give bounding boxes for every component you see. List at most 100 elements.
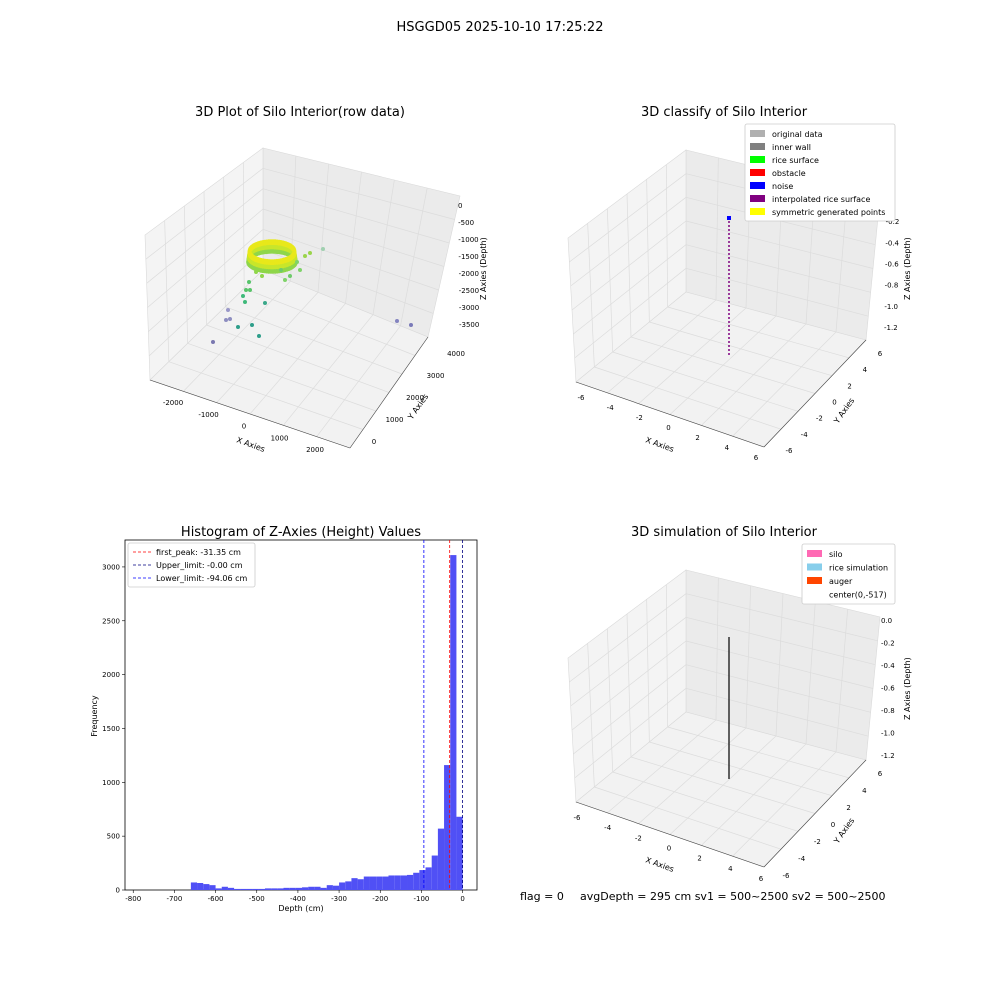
raw-y-tick-label: 4000 bbox=[447, 350, 465, 358]
classify-x-tick-label: -2 bbox=[636, 414, 643, 422]
histogram-bar bbox=[203, 884, 210, 890]
histogram-bar bbox=[369, 876, 377, 890]
histogram-bar bbox=[357, 879, 364, 890]
classify-legend-label: inner wall bbox=[772, 143, 811, 152]
raw-x-tick-label: 1000 bbox=[271, 434, 289, 442]
simulation-legend-label: center(0,-517) bbox=[829, 591, 887, 600]
histogram-bar bbox=[240, 888, 247, 890]
histogram-bar bbox=[400, 875, 408, 890]
raw-z-tick-label: -3500 bbox=[459, 321, 479, 329]
histogram-xticks: -800 -700 -600 -500 -400 -300 -200 -100 0 bbox=[125, 890, 465, 903]
raw-point bbox=[295, 260, 299, 264]
simulation-x-tick-label: -2 bbox=[635, 834, 642, 842]
simulation-3d-box bbox=[567, 569, 881, 868]
raw-point bbox=[308, 251, 312, 255]
raw-z-tick-label: -500 bbox=[458, 219, 474, 227]
grid-line bbox=[262, 167, 455, 220]
classify-legend-label: original data bbox=[772, 130, 823, 139]
histogram-panel: Histogram of Z-Axies (Height) Values -80… bbox=[90, 525, 478, 913]
classify-3d-panel: 3D classify of Silo Interior -6-4-20246 … bbox=[567, 105, 912, 462]
classify-3d-legend: original data inner wall rice surface obsta… bbox=[744, 123, 896, 222]
grid-line bbox=[594, 366, 782, 430]
histogram-bar bbox=[264, 888, 272, 890]
raw-y-tick-label: 0 bbox=[372, 438, 376, 446]
histogram-bar bbox=[425, 867, 432, 890]
classify-legend-swatch bbox=[750, 182, 765, 189]
classify-legend-swatch bbox=[750, 156, 765, 163]
raw-3d-xlabel: X Axies bbox=[235, 435, 266, 454]
y-axis-edge bbox=[349, 336, 429, 449]
classify-z-tick-label: -0.6 bbox=[885, 261, 899, 269]
classify-3d-xlabel: X Axies bbox=[644, 435, 675, 454]
histogram-xtick-label: -400 bbox=[290, 895, 306, 903]
classify-y-tick-label: -2 bbox=[816, 415, 823, 423]
histogram-xtick-label: -700 bbox=[166, 895, 182, 903]
classify-legend-label: rice surface bbox=[772, 156, 819, 165]
classify-legend-swatch bbox=[750, 195, 765, 202]
raw-point bbox=[224, 318, 228, 322]
histogram-legend-label: Lower_limit: -94.06 cm bbox=[156, 574, 248, 583]
classify-y-tick-label: 2 bbox=[847, 382, 851, 390]
raw-3d-yticks: 0 1000 2000 3000 4000 bbox=[372, 350, 465, 446]
histogram-bar bbox=[320, 887, 327, 890]
simulation-3d-xlabel: X Axies bbox=[644, 855, 675, 874]
footer-flag: flag = 0 bbox=[520, 890, 564, 903]
y-axis-edge bbox=[763, 759, 867, 868]
simulation-z-tick-label: -0.6 bbox=[881, 685, 895, 693]
histogram-bar bbox=[197, 883, 204, 890]
raw-point bbox=[303, 254, 307, 258]
raw-point bbox=[244, 288, 248, 292]
histogram-bar bbox=[190, 882, 198, 890]
histogram-xtick-label: -600 bbox=[208, 895, 224, 903]
raw-point bbox=[211, 340, 215, 344]
raw-point bbox=[292, 248, 297, 252]
raw-z-tick-label: -1000 bbox=[458, 236, 478, 244]
simulation-x-tick-label: -6 bbox=[574, 814, 582, 822]
simulation-3d-legend: silo rice simulation auger center(0,-517) bbox=[801, 543, 896, 605]
raw-point bbox=[247, 280, 251, 284]
histogram-ytick-label: 2000 bbox=[102, 671, 120, 679]
y-axis-edge bbox=[763, 339, 867, 448]
classify-y-tick-label: -6 bbox=[786, 447, 794, 455]
histogram-legend-label: first_peak: -31.35 cm bbox=[156, 548, 241, 557]
raw-point bbox=[248, 288, 252, 292]
classify-legend-swatch bbox=[750, 130, 765, 137]
histogram-bar bbox=[252, 888, 259, 890]
classify-legend-swatch bbox=[750, 208, 765, 215]
classify-x-tick-label: 2 bbox=[695, 434, 699, 442]
raw-point bbox=[250, 323, 254, 327]
raw-point bbox=[283, 278, 287, 282]
simulation-legend-label: rice simulation bbox=[829, 564, 888, 573]
raw-point bbox=[236, 325, 240, 329]
histogram-bar bbox=[437, 828, 445, 890]
classify-z-tick-label: -1.2 bbox=[884, 324, 898, 332]
raw-3d-panel: 3D Plot of Silo Interior(row data) -2000… bbox=[144, 105, 488, 454]
histogram-ytick-label: 500 bbox=[107, 833, 120, 841]
histogram-bar bbox=[295, 887, 303, 890]
classify-legend-label: obstacle bbox=[772, 169, 806, 178]
histogram-ytick-label: 1000 bbox=[102, 779, 120, 787]
simulation-3d-yticks: -6 -4 -2 0 2 4 6 bbox=[783, 770, 883, 880]
raw-y-tick-label: 1000 bbox=[386, 416, 404, 424]
histogram-bar bbox=[215, 888, 222, 890]
histogram-xtick-label: -300 bbox=[331, 895, 347, 903]
classify-x-tick-label: -6 bbox=[578, 394, 586, 402]
classify-x-tick-label: 4 bbox=[725, 444, 730, 452]
raw-z-tick-label: 0 bbox=[458, 202, 462, 210]
raw-3d-box bbox=[144, 147, 461, 449]
simulation-legend-label: auger bbox=[829, 577, 853, 586]
histogram-legend: first_peak: -31.35 cm Upper_limit: -0.00 … bbox=[127, 542, 256, 588]
classify-legend-label: symmetric generated points bbox=[772, 208, 885, 217]
raw-x-tick-label: 0 bbox=[242, 423, 246, 431]
raw-point bbox=[260, 274, 264, 278]
histogram-bar bbox=[345, 881, 352, 890]
histogram-ytick-label: 3000 bbox=[102, 563, 120, 571]
histogram-xtick-label: -800 bbox=[125, 895, 141, 903]
raw-x-tick-label: -2000 bbox=[163, 399, 183, 407]
raw-y-tick-label: 3000 bbox=[427, 372, 445, 380]
simulation-legend-swatch bbox=[807, 577, 822, 584]
classify-y-tick-label: 4 bbox=[863, 366, 868, 374]
raw-point bbox=[243, 300, 247, 304]
histogram-bar bbox=[302, 887, 309, 890]
simulation-z-tick-label: -1.2 bbox=[881, 752, 895, 760]
